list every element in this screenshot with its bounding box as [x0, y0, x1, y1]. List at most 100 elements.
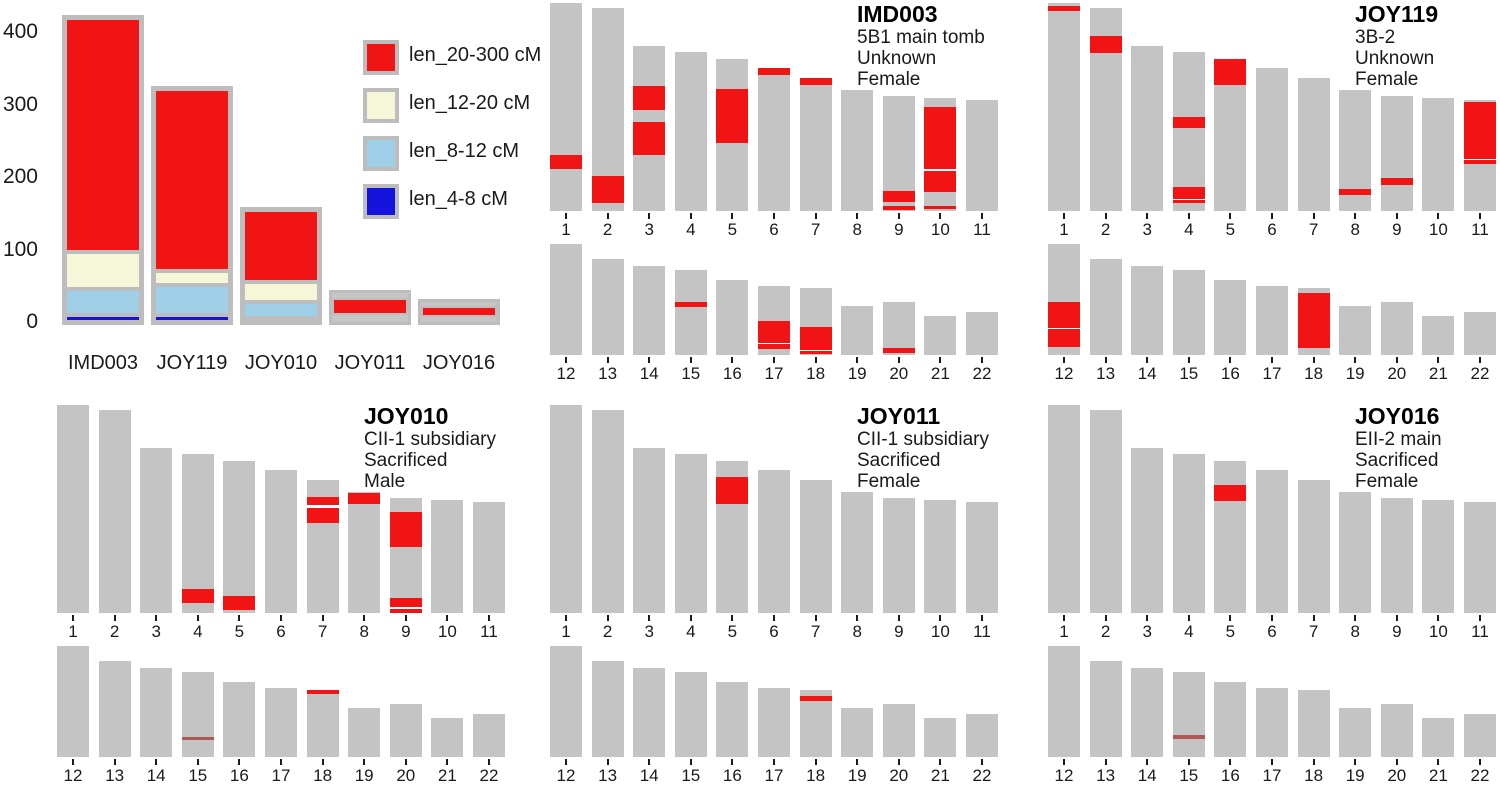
x-axis-tick — [363, 759, 366, 765]
chromosome-label: 6 — [276, 622, 286, 641]
chromosome-bar-10 — [1422, 500, 1455, 613]
chromosome-label: 12 — [1054, 766, 1074, 785]
chromosome-label: 13 — [598, 766, 618, 785]
roh-segment — [758, 321, 790, 344]
chromosome-bar-20 — [882, 302, 915, 355]
chromosome-label: 15 — [188, 766, 208, 785]
chromosome-bar-8 — [1339, 492, 1372, 613]
roh-segment — [306, 690, 339, 695]
x-axis-tick — [731, 615, 734, 621]
panel-IMD003: IMD003 5B1 main tomb Unknown Female 1 2 3 4 5 6 7 8… — [550, 0, 1050, 392]
chromosome-bar-7 — [799, 78, 832, 211]
chromosome-bar-12 — [550, 646, 582, 757]
chromosome-label: 7 — [810, 220, 821, 239]
x-axis-tick — [404, 759, 407, 765]
chromosome-label: 1 — [561, 622, 571, 641]
x-axis-tick — [731, 357, 734, 363]
panel-title: JOY011 — [857, 403, 941, 429]
chromosome-bar-14 — [140, 668, 173, 757]
x-axis-tick — [321, 615, 324, 621]
bar-segment-len_12-20 cM — [154, 270, 230, 286]
x-axis-tick — [1271, 615, 1273, 621]
x-axis-tick — [1479, 213, 1481, 219]
panel-subtitle-line: Male — [364, 471, 406, 492]
x-axis-tick — [939, 615, 942, 621]
bar-category-label: JOY010 — [244, 352, 318, 374]
x-axis-tick — [488, 615, 490, 621]
x-axis-tick — [773, 615, 775, 621]
chromosome-bar-13 — [591, 661, 624, 757]
x-axis-tick — [1187, 759, 1190, 765]
roh-segment — [799, 696, 832, 701]
x-axis-tick — [321, 759, 324, 765]
x-axis-tick — [731, 759, 734, 765]
bar-segment-len_20-300 cM — [243, 210, 319, 283]
chromosome-bar-2 — [1089, 410, 1122, 613]
x-axis-tick — [1271, 357, 1273, 363]
chromosome-label: 19 — [1345, 364, 1365, 383]
x-axis-tick — [689, 759, 692, 765]
chromosome-label: 12 — [63, 766, 83, 785]
chromosome-label: 19 — [847, 766, 867, 785]
panel-subtitle-line: Unknown — [1355, 48, 1435, 69]
x-axis-tick — [238, 759, 241, 765]
chromosome-label: 9 — [1392, 622, 1402, 641]
legend-key-len_8-12 cM — [363, 136, 399, 171]
roh-segment — [758, 68, 790, 76]
chromosome-label: 4 — [193, 622, 203, 641]
roh-gap-divider — [924, 169, 957, 172]
chromosome-bar-20 — [1380, 704, 1413, 757]
chromosome-bar-14 — [1131, 266, 1164, 355]
chromosome-bar-18 — [799, 690, 832, 757]
stacked-bar-JOY016 — [418, 299, 500, 325]
chromosome-bar-7 — [1297, 480, 1330, 613]
chromosome-bar-14 — [633, 266, 666, 355]
x-axis-tick — [1395, 615, 1398, 621]
x-axis-tick — [1063, 615, 1065, 621]
roh-segment — [1172, 735, 1205, 740]
chromosome-label: 8 — [852, 622, 862, 641]
chromosome-label: 14 — [1137, 766, 1157, 785]
chromosome-bar-4 — [674, 454, 707, 613]
roh-segment — [1089, 36, 1122, 53]
chromosome-label: 18 — [806, 364, 826, 383]
chromosome-label: 18 — [313, 766, 333, 785]
chromosome-label: 16 — [722, 364, 742, 383]
x-axis-tick — [897, 615, 900, 621]
chromosome-label: 17 — [1262, 766, 1282, 785]
chromosome-bar-5 — [1214, 59, 1247, 211]
chromosome-bar-16 — [716, 280, 749, 355]
roh-segment — [1172, 187, 1205, 199]
chromosome-bar-16 — [1214, 280, 1247, 355]
x-axis-tick — [1312, 615, 1315, 621]
x-axis-tick — [1146, 357, 1149, 363]
x-axis-tick — [606, 615, 609, 621]
chromosome-label: 14 — [146, 766, 166, 785]
chromosome-bar-17 — [265, 688, 297, 757]
chromosome-label: 2 — [1100, 622, 1111, 641]
x-axis-tick — [897, 759, 900, 765]
chromosome-bar-11 — [966, 502, 998, 613]
chromosome-bar-19 — [841, 306, 874, 355]
x-axis-tick — [446, 615, 449, 621]
roh-segment — [758, 344, 790, 349]
chromosome-bar-12 — [1048, 244, 1080, 355]
chromosome-label: 11 — [1471, 622, 1489, 641]
roh-segment — [924, 205, 957, 210]
x-axis-tick — [1312, 357, 1315, 363]
chromosome-bar-14 — [1131, 668, 1164, 757]
y-axis-tick-label: 0 — [26, 310, 38, 333]
x-axis-tick — [648, 615, 651, 621]
chromosome-bar-20 — [1380, 302, 1413, 355]
x-axis-tick — [1146, 615, 1149, 621]
chromosome-label: 15 — [1179, 766, 1199, 785]
x-axis-tick — [648, 213, 651, 219]
x-axis-tick — [814, 615, 817, 621]
x-axis-tick — [1146, 759, 1149, 765]
chromosome-label: 2 — [602, 622, 613, 641]
panel-JOY010: JOY010 CII-1 subsidiary Sacrificed Male 1 2 3 4… — [57, 402, 557, 787]
chromosome-bar-7 — [1297, 78, 1330, 211]
roh-segment — [882, 206, 915, 210]
y-axis-tick-label: 200 — [2, 165, 38, 188]
chromosome-bar-21 — [1422, 718, 1455, 757]
